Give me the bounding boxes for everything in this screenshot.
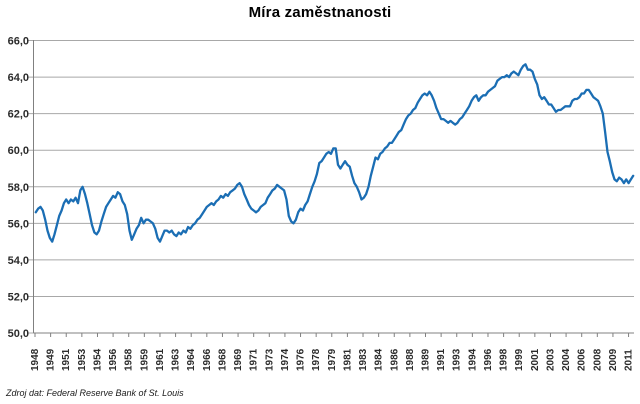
x-axis-tick-label: 2009	[608, 348, 619, 371]
x-axis-tick-label: 1968	[217, 348, 228, 371]
x-axis-tick-label: 1999	[514, 348, 525, 371]
source-note: Zdroj dat: Federal Reserve Bank of St. L…	[6, 388, 184, 398]
y-axis-tick-label: 62,0	[8, 109, 29, 121]
x-axis-tick-label: 2006	[577, 348, 588, 371]
x-axis-tick-label: 1948	[30, 348, 41, 371]
x-axis-tick-label: 1959	[139, 348, 150, 371]
x-axis-tick-label: 1956	[108, 348, 119, 371]
x-axis-tick-label: 1971	[249, 348, 260, 371]
x-axis-tick-label: 1969	[233, 348, 244, 371]
x-axis-tick-label: 2003	[545, 348, 556, 371]
x-axis-tick-label: 1979	[327, 348, 338, 371]
y-axis-tick-label: 50,0	[8, 328, 29, 340]
x-axis-tick-label: 1991	[436, 348, 447, 371]
x-axis-tick-label: 2004	[561, 348, 572, 371]
y-axis-tick-label: 52,0	[8, 291, 29, 303]
y-axis-tick-label: 60,0	[8, 145, 29, 157]
x-axis-tick-label: 1996	[483, 348, 494, 371]
x-axis-tick-label: 2001	[530, 348, 541, 371]
y-axis-tick-label: 66,0	[8, 36, 29, 48]
x-axis-tick-label: 1958	[124, 348, 135, 371]
x-axis-tick-label: 1949	[46, 348, 57, 371]
x-axis-tick-label: 1961	[155, 348, 166, 371]
x-axis-tick-label: 1989	[421, 348, 432, 371]
x-axis-tick-label: 1973	[264, 348, 275, 371]
x-axis-tick-label: 1974	[280, 348, 291, 371]
x-axis-tick-label: 2008	[592, 348, 603, 371]
x-axis-tick-label: 1951	[61, 348, 72, 371]
x-axis-tick-label: 1986	[389, 348, 400, 371]
x-axis-tick-label: 2011	[624, 349, 635, 371]
x-axis-tick-label: 1994	[467, 348, 478, 371]
y-axis-tick-label: 56,0	[8, 218, 29, 230]
x-axis-tick-label: 1993	[452, 348, 463, 371]
chart-title: Míra zaměstnanosti	[248, 4, 392, 21]
x-axis-tick-label: 1964	[186, 348, 197, 371]
y-axis-tick-label: 58,0	[8, 182, 29, 194]
x-axis-tick-label: 1984	[374, 348, 385, 371]
x-axis-tick-label: 1998	[499, 348, 510, 371]
x-axis-tick-label: 1953	[77, 348, 88, 371]
x-axis-tick-label: 1976	[296, 348, 307, 371]
x-axis-tick-label: 1988	[405, 348, 416, 371]
y-axis-tick-label: 54,0	[8, 255, 29, 267]
x-axis-tick-label: 1963	[171, 348, 182, 371]
x-axis-tick-label: 1978	[311, 348, 322, 371]
employment-rate-series-line	[34, 63, 635, 243]
x-axis-tick-label: 1981	[342, 348, 353, 371]
x-axis-tick-label: 1966	[202, 348, 213, 371]
x-axis-tick-label: 1983	[358, 348, 369, 371]
x-axis-tick-label: 1954	[92, 348, 103, 371]
y-axis-tick-label: 64,0	[8, 72, 29, 84]
